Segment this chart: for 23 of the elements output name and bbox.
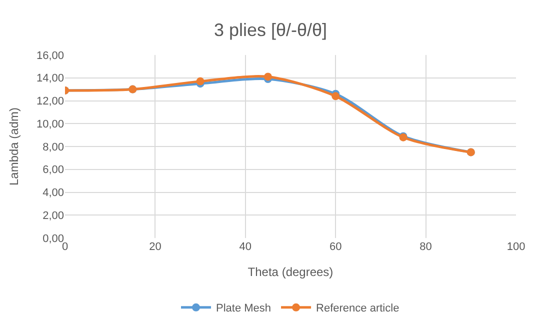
y-tick-label: 14,00 xyxy=(36,72,64,85)
chart-title: 3 plies [θ/-θ/θ] xyxy=(214,20,328,40)
legend-label: Reference article xyxy=(316,302,400,315)
x-axis-title: Theta (degrees) xyxy=(248,264,334,279)
y-tick-label: 2,00 xyxy=(42,210,64,222)
x-tick-label: 60 xyxy=(329,241,342,253)
y-tick-label: 12,00 xyxy=(36,96,64,108)
y-tick-label: 10,00 xyxy=(36,118,64,130)
y-tick-label: 8,00 xyxy=(42,141,64,154)
y-tick-label: 0,00 xyxy=(42,232,64,245)
x-tick-label: 40 xyxy=(239,241,252,253)
x-tick-label: 0 xyxy=(62,241,68,253)
x-tick-label: 20 xyxy=(149,241,162,253)
x-tick-label: 100 xyxy=(506,241,526,253)
y-tick-label: 16,00 xyxy=(36,50,64,62)
legend-label: Plate Mesh xyxy=(216,302,272,315)
y-axis-title: Lambda (adm) xyxy=(6,107,21,186)
point xyxy=(196,77,204,86)
point xyxy=(332,92,340,100)
x-tick-label: 80 xyxy=(420,241,432,253)
point xyxy=(264,72,272,81)
y-tick-label: 6,00 xyxy=(42,164,64,176)
y-tick-label: 4,00 xyxy=(42,187,64,200)
